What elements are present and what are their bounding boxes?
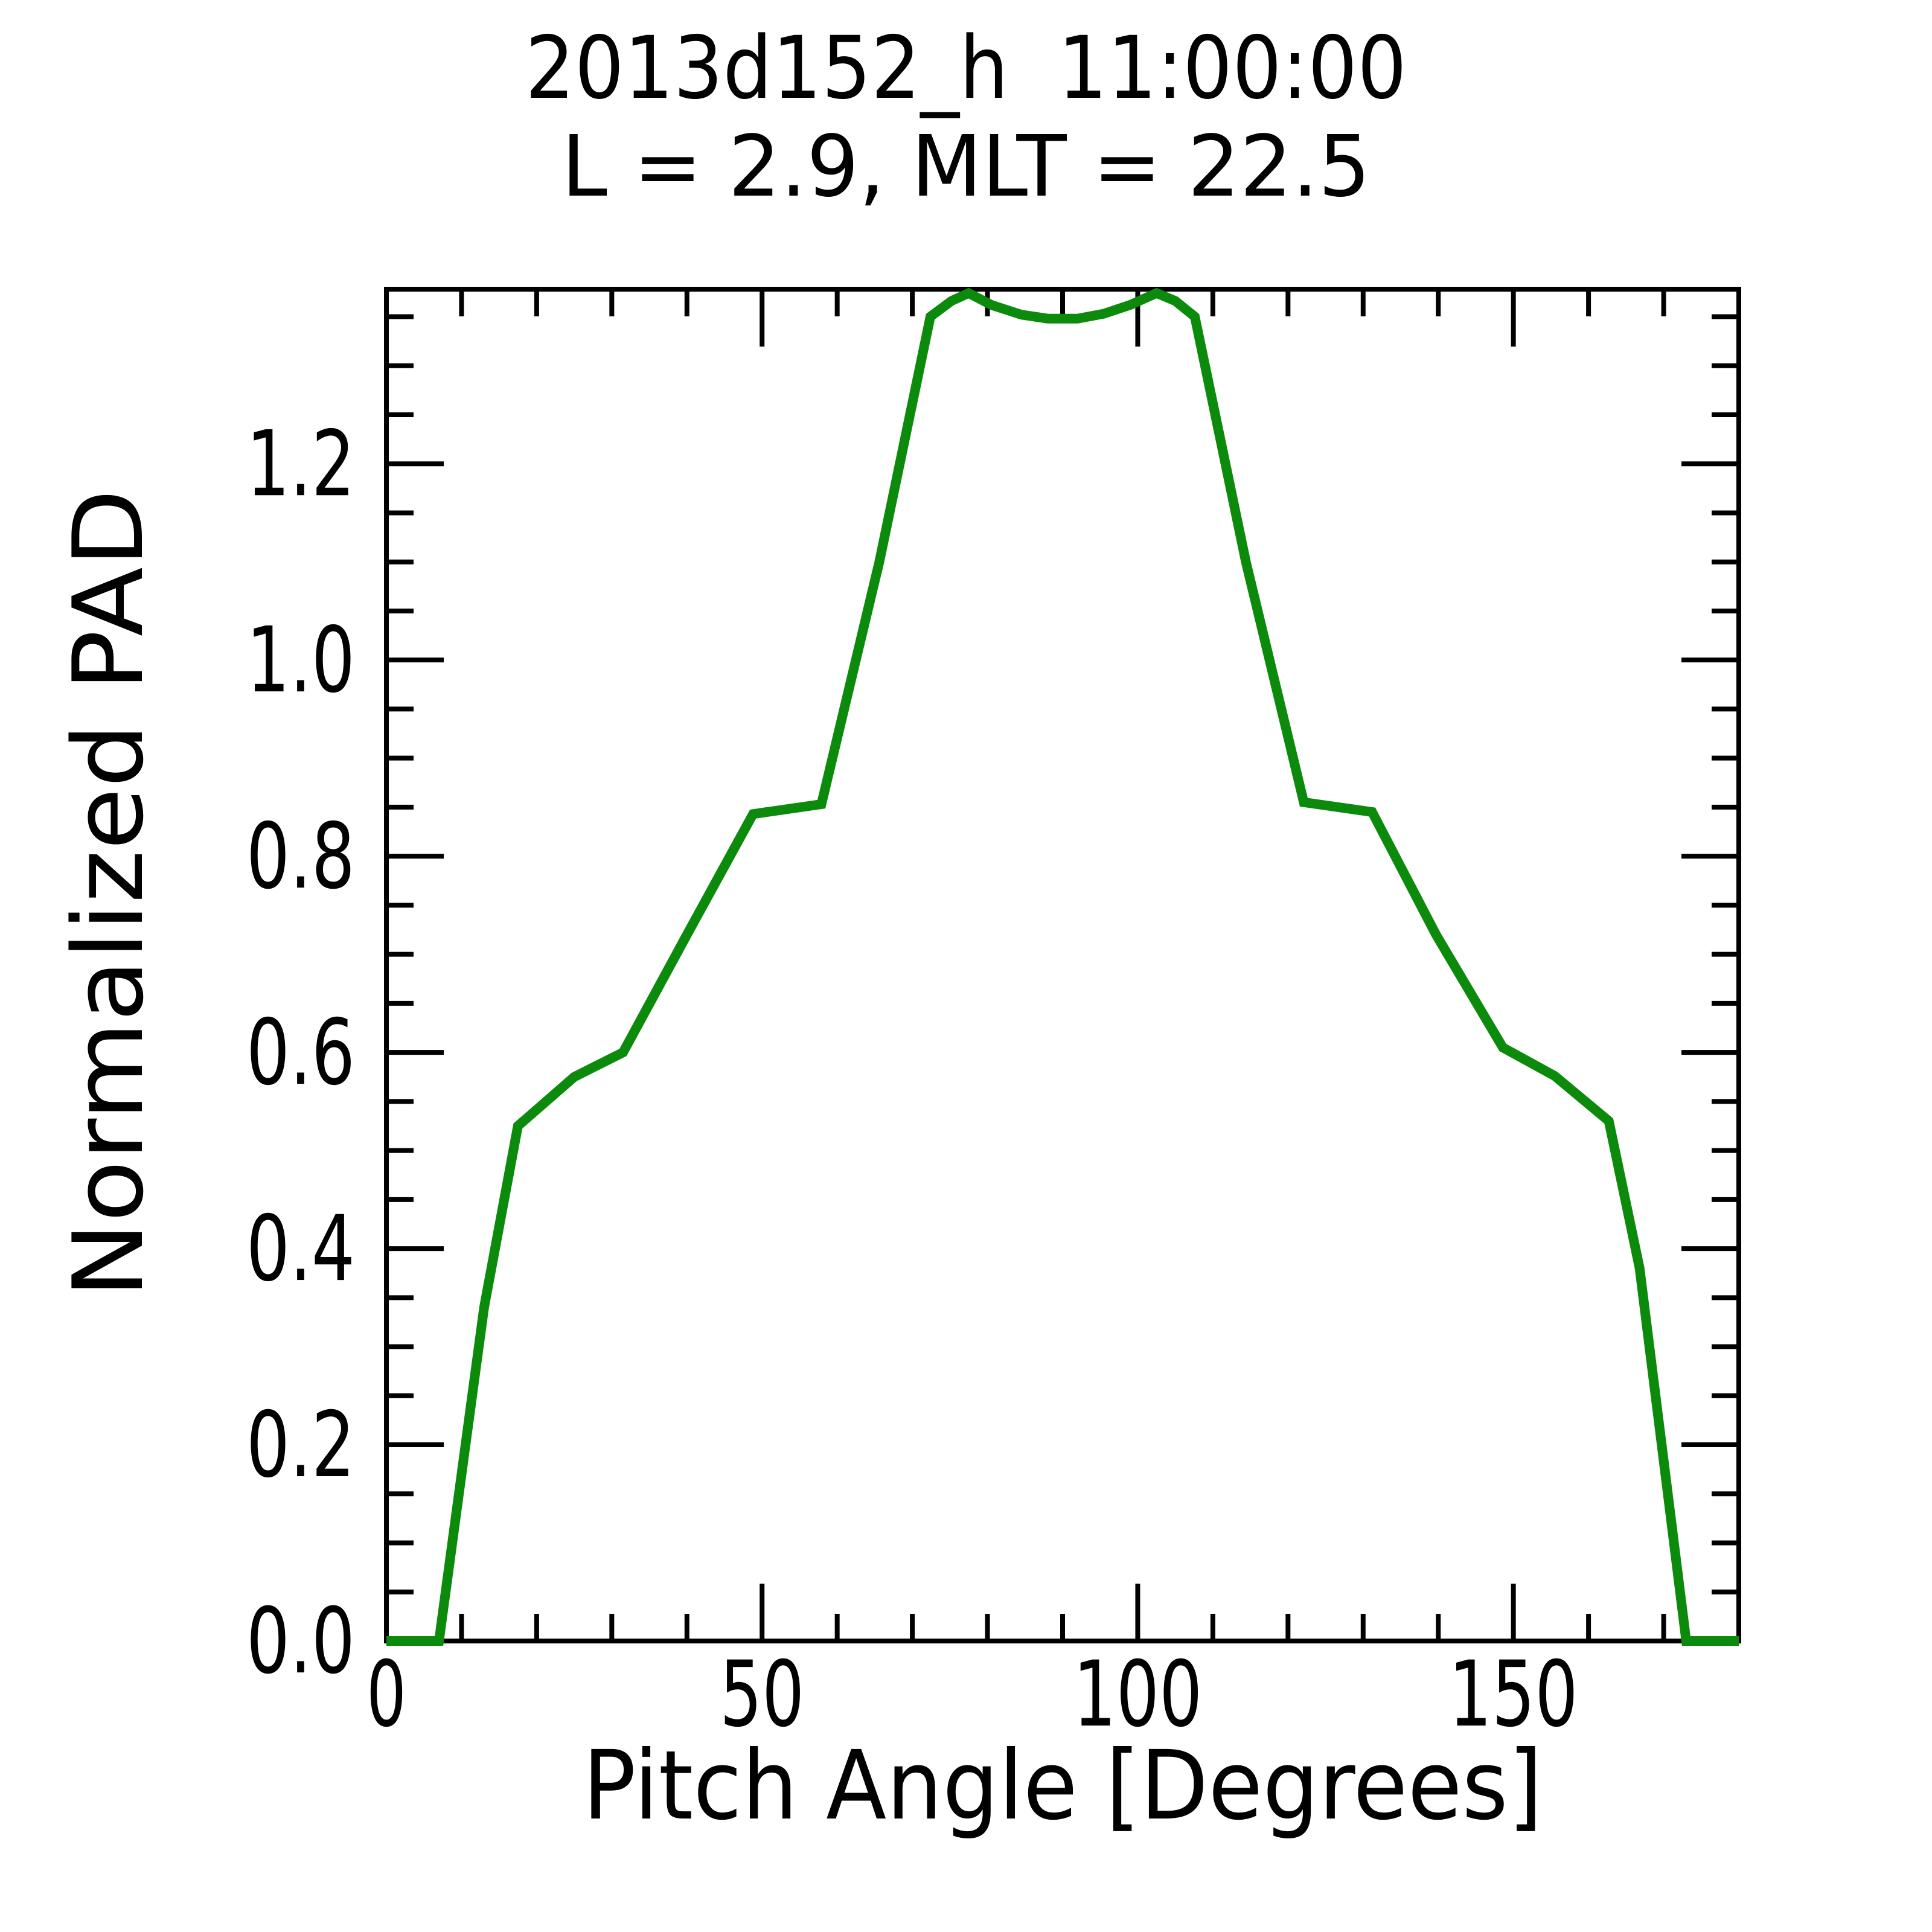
pad-curve (386, 287, 1739, 1646)
chart-title-line2: L = 2.9, MLT = 22.5 (561, 118, 1371, 216)
y-tick-label: 1.2 (246, 412, 355, 517)
x-tick-label: 50 (720, 1642, 804, 1747)
y-tick-label: 0.6 (246, 1000, 355, 1105)
y-tick-label: 0.4 (246, 1197, 355, 1302)
y-tick-label: 0.2 (246, 1393, 355, 1498)
x-tick-label: 150 (1449, 1642, 1578, 1747)
x-tick-label: 100 (1073, 1642, 1202, 1747)
y-tick-label: 1.0 (246, 608, 355, 713)
x-axis-label: Pitch Angle [Degrees] (583, 1730, 1543, 1841)
chart-title-line1: 2013d152_h 11:00:00 (525, 18, 1407, 118)
y-tick-label: 0.0 (246, 1589, 355, 1694)
y-tick-label: 0.8 (246, 804, 355, 909)
x-tick-label: 0 (366, 1642, 406, 1747)
plot-frame (384, 287, 1741, 1643)
y-axis-label: Normalized PAD (52, 489, 165, 1298)
